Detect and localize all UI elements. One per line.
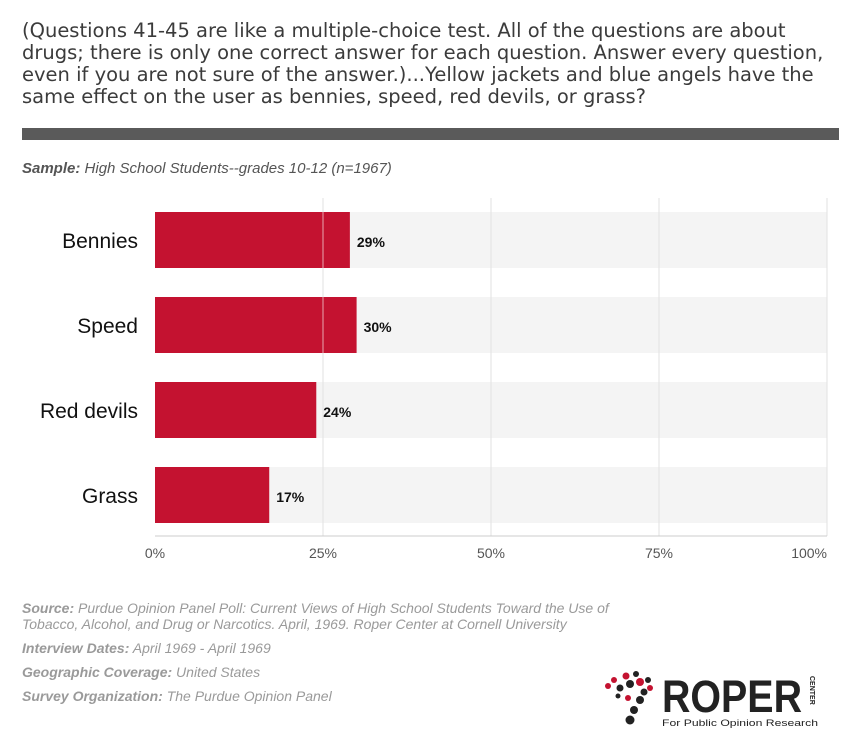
roper-logo-mark-icon bbox=[605, 671, 653, 725]
x-tick-label: 0% bbox=[145, 545, 165, 561]
bar bbox=[155, 297, 357, 353]
question-text: (Questions 41-45 are like a multiple-cho… bbox=[22, 19, 824, 108]
x-tick-label: 50% bbox=[477, 545, 505, 561]
sample-line: Sample: High School Students--grades 10-… bbox=[22, 160, 392, 177]
bar-chart: Bennies 29% Speed 30% Red devils 24% Grass 17% 0… bbox=[40, 198, 828, 561]
interview-dates-line: Interview Dates: April 1969 - April 1969 bbox=[22, 640, 642, 656]
category-label: Grass bbox=[82, 485, 138, 508]
source-label: Source: bbox=[22, 600, 75, 616]
source-value: Purdue Opinion Panel Poll: Current Views… bbox=[22, 600, 609, 632]
survey-organization-label: Survey Organization: bbox=[22, 688, 163, 704]
survey-organization-value: The Purdue Opinion Panel bbox=[166, 688, 332, 704]
bar bbox=[155, 382, 317, 438]
sample-label: Sample: bbox=[22, 160, 81, 177]
interview-dates-label: Interview Dates: bbox=[22, 640, 130, 656]
data-label: 29% bbox=[357, 234, 386, 250]
geographic-coverage-label: Geographic Coverage: bbox=[22, 664, 173, 680]
logo-side-text: CENTER bbox=[808, 676, 815, 705]
survey-organization-line: Survey Organization: The Purdue Opinion … bbox=[22, 688, 642, 704]
x-tick-label: 75% bbox=[645, 545, 673, 561]
interview-dates-value: April 1969 - April 1969 bbox=[132, 640, 271, 656]
geographic-coverage-line: Geographic Coverage: United States bbox=[22, 664, 642, 680]
footer: Source: Purdue Opinion Panel Poll: Curre… bbox=[22, 600, 642, 712]
logo-wordmark: ROPER bbox=[662, 671, 802, 722]
data-label: 30% bbox=[364, 319, 393, 335]
bar bbox=[155, 467, 270, 523]
bar bbox=[155, 212, 350, 268]
category-label: Bennies bbox=[62, 230, 138, 253]
category-label: Speed bbox=[77, 315, 138, 338]
logo-tagline: For Public Opinion Research bbox=[662, 718, 818, 729]
category-label: Red devils bbox=[40, 400, 138, 423]
source-line: Source: Purdue Opinion Panel Poll: Curre… bbox=[22, 600, 642, 632]
data-label: 17% bbox=[276, 489, 305, 505]
roper-center-logo: ROPER CENTER For Public Opinion Research bbox=[605, 671, 818, 729]
geographic-coverage-value: United States bbox=[176, 664, 261, 680]
data-label: 24% bbox=[323, 404, 352, 420]
header-divider bbox=[22, 128, 839, 140]
x-tick-label: 25% bbox=[309, 545, 337, 561]
x-tick-label: 100% bbox=[791, 545, 827, 561]
sample-value: High School Students--grades 10-12 (n=19… bbox=[84, 160, 392, 177]
